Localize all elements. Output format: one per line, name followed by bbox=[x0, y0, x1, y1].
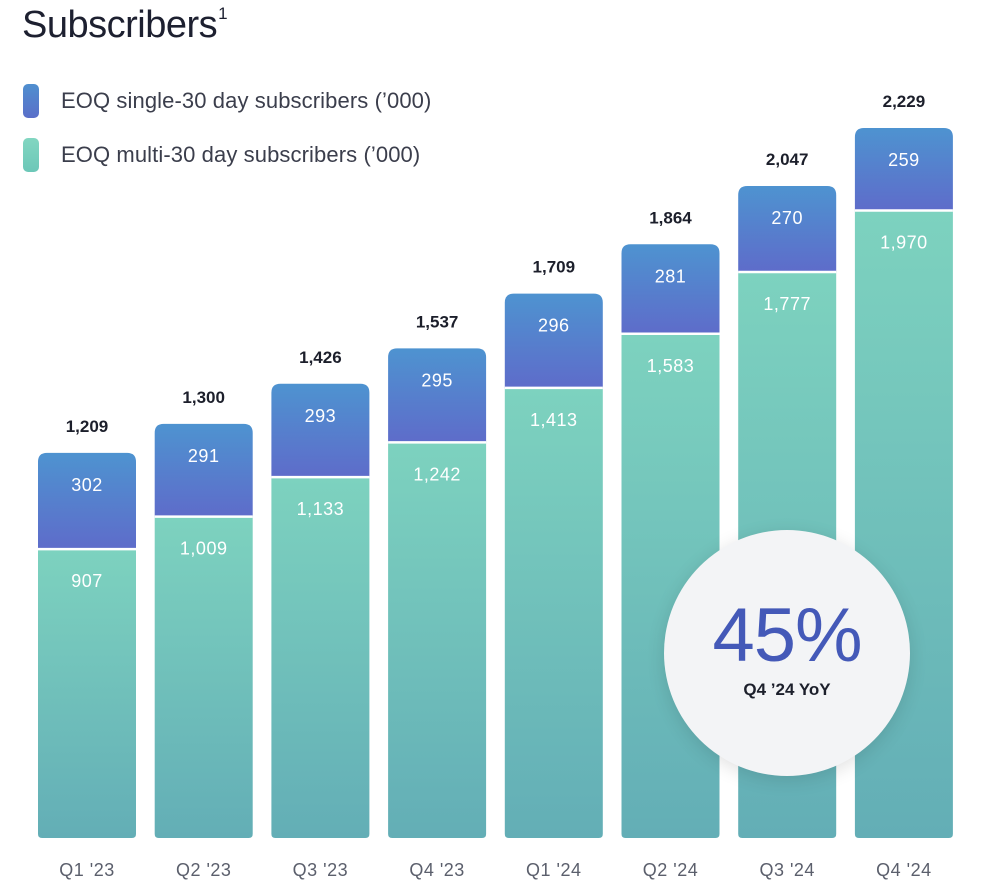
data-label-single: 259 bbox=[888, 150, 920, 170]
total-label: 2,047 bbox=[766, 150, 809, 169]
total-label: 1,300 bbox=[182, 388, 225, 407]
data-label-multi: 1,583 bbox=[647, 356, 695, 376]
total-label: 1,709 bbox=[533, 258, 576, 277]
bar-segment-multi bbox=[38, 549, 136, 838]
x-tick-label: Q2 '24 bbox=[643, 860, 698, 880]
data-label-multi: 1,009 bbox=[180, 539, 228, 559]
total-label: 1,537 bbox=[416, 312, 459, 331]
total-label: 1,864 bbox=[649, 208, 692, 227]
data-label-multi: 1,777 bbox=[763, 294, 811, 314]
bar-segment-multi bbox=[154, 516, 253, 838]
legend-item-multi: EOQ multi-30 day subscribers (’000) bbox=[23, 137, 431, 173]
data-label-single: 293 bbox=[305, 406, 337, 426]
legend-label-single: EOQ single-30 day subscribers (’000) bbox=[61, 88, 432, 113]
legend-label-multi: EOQ multi-30 day subscribers (’000) bbox=[61, 142, 421, 167]
data-label-multi: 907 bbox=[71, 571, 103, 591]
legend: EOQ single-30 day subscribers (’000) EOQ… bbox=[23, 83, 431, 191]
data-label-single: 270 bbox=[771, 208, 803, 228]
total-label: 2,229 bbox=[883, 92, 926, 111]
bar-segment-single bbox=[504, 293, 603, 388]
total-label: 1,426 bbox=[299, 348, 342, 367]
yoy-callout: 45% Q4 ’24 YoY bbox=[664, 530, 910, 776]
bar-segment-multi bbox=[504, 387, 603, 838]
data-label-multi: 1,133 bbox=[297, 499, 345, 519]
bar-segment-single bbox=[621, 244, 720, 334]
legend-swatch-multi bbox=[23, 138, 39, 172]
bar-segment-multi bbox=[271, 477, 370, 838]
bar-segment-single bbox=[854, 128, 953, 211]
total-label: 1,209 bbox=[66, 417, 109, 436]
data-label-single: 291 bbox=[188, 446, 220, 466]
x-tick-label: Q4 '23 bbox=[409, 860, 464, 880]
x-tick-label: Q2 '23 bbox=[176, 860, 231, 880]
data-label-single: 281 bbox=[655, 266, 687, 286]
legend-swatch-single bbox=[23, 84, 39, 118]
data-label-single: 302 bbox=[71, 475, 103, 495]
x-tick-label: Q1 '23 bbox=[59, 860, 114, 880]
chart-title: Subscribers1 bbox=[22, 4, 228, 46]
title-footnote: 1 bbox=[218, 4, 228, 24]
data-label-multi: 1,413 bbox=[530, 410, 578, 430]
bar-segment-single bbox=[271, 383, 370, 478]
data-label-single: 295 bbox=[421, 370, 453, 390]
legend-item-single: EOQ single-30 day subscribers (’000) bbox=[23, 83, 431, 119]
x-tick-label: Q3 '23 bbox=[293, 860, 348, 880]
bar-segment-multi bbox=[388, 442, 487, 838]
x-tick-label: Q4 '24 bbox=[876, 860, 931, 880]
bar-segment-single bbox=[738, 185, 837, 272]
data-label-multi: 1,970 bbox=[880, 232, 928, 252]
yoy-value: 45% bbox=[712, 593, 862, 678]
yoy-label: Q4 ’24 YoY bbox=[743, 680, 831, 699]
data-label-multi: 1,242 bbox=[413, 464, 461, 484]
x-tick-label: Q1 '24 bbox=[526, 860, 581, 880]
bar-segment-single bbox=[154, 423, 253, 517]
data-label-single: 296 bbox=[538, 316, 570, 336]
bar-segment-single bbox=[38, 452, 136, 550]
x-tick-label: Q3 '24 bbox=[759, 860, 814, 880]
bar-segment-single bbox=[388, 348, 487, 443]
